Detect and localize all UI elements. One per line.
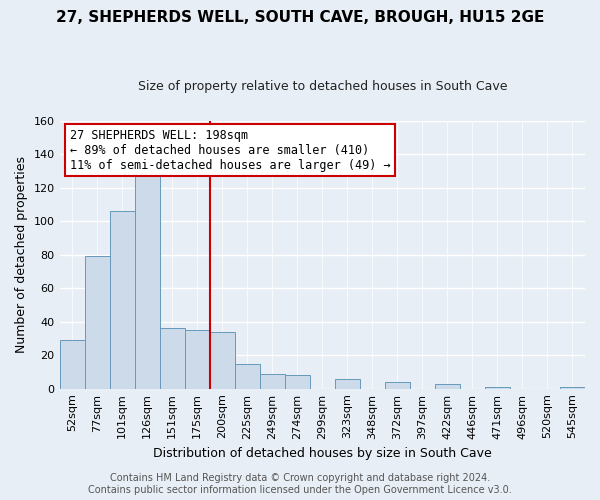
Bar (435, 384, 460, 388)
Bar (485, 387, 510, 388)
Bar (235, 364, 260, 388)
Bar (134, 171, 160, 388)
Bar (185, 330, 209, 388)
Bar (385, 382, 410, 388)
Bar (285, 376, 310, 388)
X-axis label: Distribution of detached houses by size in South Cave: Distribution of detached houses by size … (153, 447, 491, 460)
Title: Size of property relative to detached houses in South Cave: Size of property relative to detached ho… (137, 80, 507, 93)
Bar (335, 378, 360, 388)
Bar (110, 211, 134, 388)
Bar (85, 256, 110, 388)
Bar (560, 387, 585, 388)
Bar (260, 374, 285, 388)
Text: 27 SHEPHERDS WELL: 198sqm
← 89% of detached houses are smaller (410)
11% of semi: 27 SHEPHERDS WELL: 198sqm ← 89% of detac… (70, 128, 391, 172)
Text: Contains HM Land Registry data © Crown copyright and database right 2024.
Contai: Contains HM Land Registry data © Crown c… (88, 474, 512, 495)
Bar (209, 332, 235, 388)
Bar (160, 328, 185, 388)
Bar (59, 340, 85, 388)
Y-axis label: Number of detached properties: Number of detached properties (15, 156, 28, 353)
Text: 27, SHEPHERDS WELL, SOUTH CAVE, BROUGH, HU15 2GE: 27, SHEPHERDS WELL, SOUTH CAVE, BROUGH, … (56, 10, 544, 25)
